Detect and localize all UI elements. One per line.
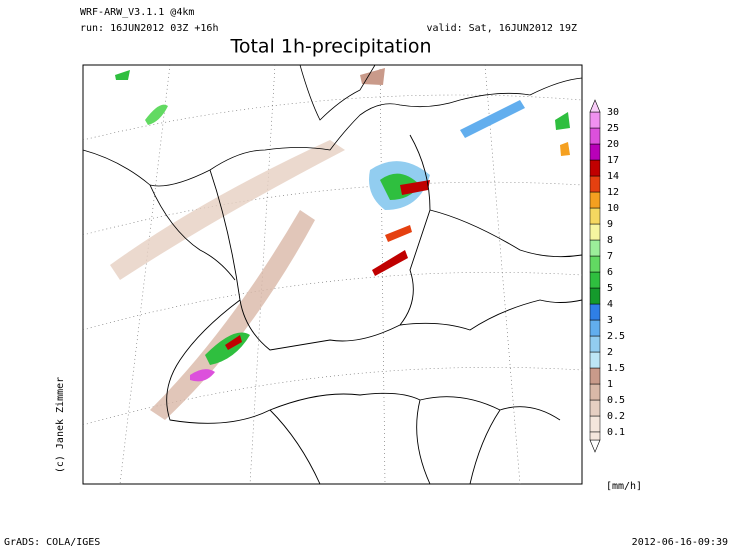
- colorbar-box: [589, 207, 601, 225]
- colorbar-label: 12: [607, 187, 619, 198]
- footer-left: GrADS: COLA/IGES: [4, 537, 100, 548]
- colorbar-label: 2: [607, 347, 613, 358]
- map: [82, 64, 583, 485]
- colorbar-label: 25: [607, 123, 619, 134]
- colorbar-label: 0.5: [607, 395, 625, 406]
- colorbar-box: [589, 255, 601, 273]
- footer-right: 2012-06-16-09:39: [632, 537, 728, 548]
- colorbar-label: 8: [607, 235, 613, 246]
- colorbar-box: [589, 383, 601, 401]
- colorbar-box: [589, 367, 601, 385]
- colorbar-label: 7: [607, 251, 613, 262]
- colorbar-label: 0.2: [607, 411, 625, 422]
- colorbar-box: [589, 335, 601, 353]
- colorbar-box: [589, 223, 601, 241]
- credit: (c) Janek Zimmer: [55, 377, 66, 473]
- colorbar-label: 1: [607, 379, 613, 390]
- colorbar-label: 17: [607, 155, 619, 166]
- colorbar-label: 20: [607, 139, 619, 150]
- colorbar-end: [589, 99, 601, 113]
- colorbar-label: 10: [607, 203, 619, 214]
- colorbar-label: 3: [607, 315, 613, 326]
- colorbar-box: [589, 303, 601, 321]
- colorbar-label: 1.5: [607, 363, 625, 374]
- graticule: [82, 64, 583, 485]
- colorbar-label: 4: [607, 299, 613, 310]
- map-title: Total 1h-precipitation: [229, 36, 431, 58]
- colorbar-label: 30: [607, 107, 619, 118]
- colorbar-label: 2.5: [607, 331, 625, 342]
- valid-label: valid: Sat, 16JUN2012 19Z: [426, 23, 577, 34]
- colorbar-label: 14: [607, 171, 619, 182]
- model-label: WRF-ARW_V3.1.1 @4km: [80, 7, 194, 18]
- borders: [82, 64, 583, 485]
- colorbar-end: [589, 439, 601, 453]
- colorbar-label: 6: [607, 267, 613, 278]
- colorbar-label: 0.1: [607, 427, 625, 438]
- colorbar-box: [589, 287, 601, 305]
- colorbar-label: 5: [607, 283, 613, 294]
- unit-label: [mm/h]: [606, 481, 642, 492]
- precipitation: [110, 68, 570, 420]
- colorbar-box: [589, 271, 601, 289]
- colorbar-box: [589, 351, 601, 369]
- run-label: run: 16JUN2012 03Z +16h: [80, 23, 218, 34]
- colorbar-box: [589, 175, 601, 193]
- colorbar: 0.1 0.2 0.5 1 1.5 2 2.5 3 4 5 6 7 8 9 10 12 14 17 20 25 30: [589, 99, 625, 453]
- colorbar-box: [589, 143, 601, 161]
- colorbar-box: [589, 399, 601, 417]
- colorbar-box: [589, 239, 601, 257]
- colorbar-box: [589, 191, 601, 209]
- colorbar-label: 9: [607, 219, 613, 230]
- colorbar-box: [589, 431, 601, 441]
- colorbar-box: [589, 111, 601, 129]
- colorbar-box: [589, 159, 601, 177]
- colorbar-box: [589, 127, 601, 145]
- colorbar-box: [589, 415, 601, 433]
- colorbar-box: [589, 319, 601, 337]
